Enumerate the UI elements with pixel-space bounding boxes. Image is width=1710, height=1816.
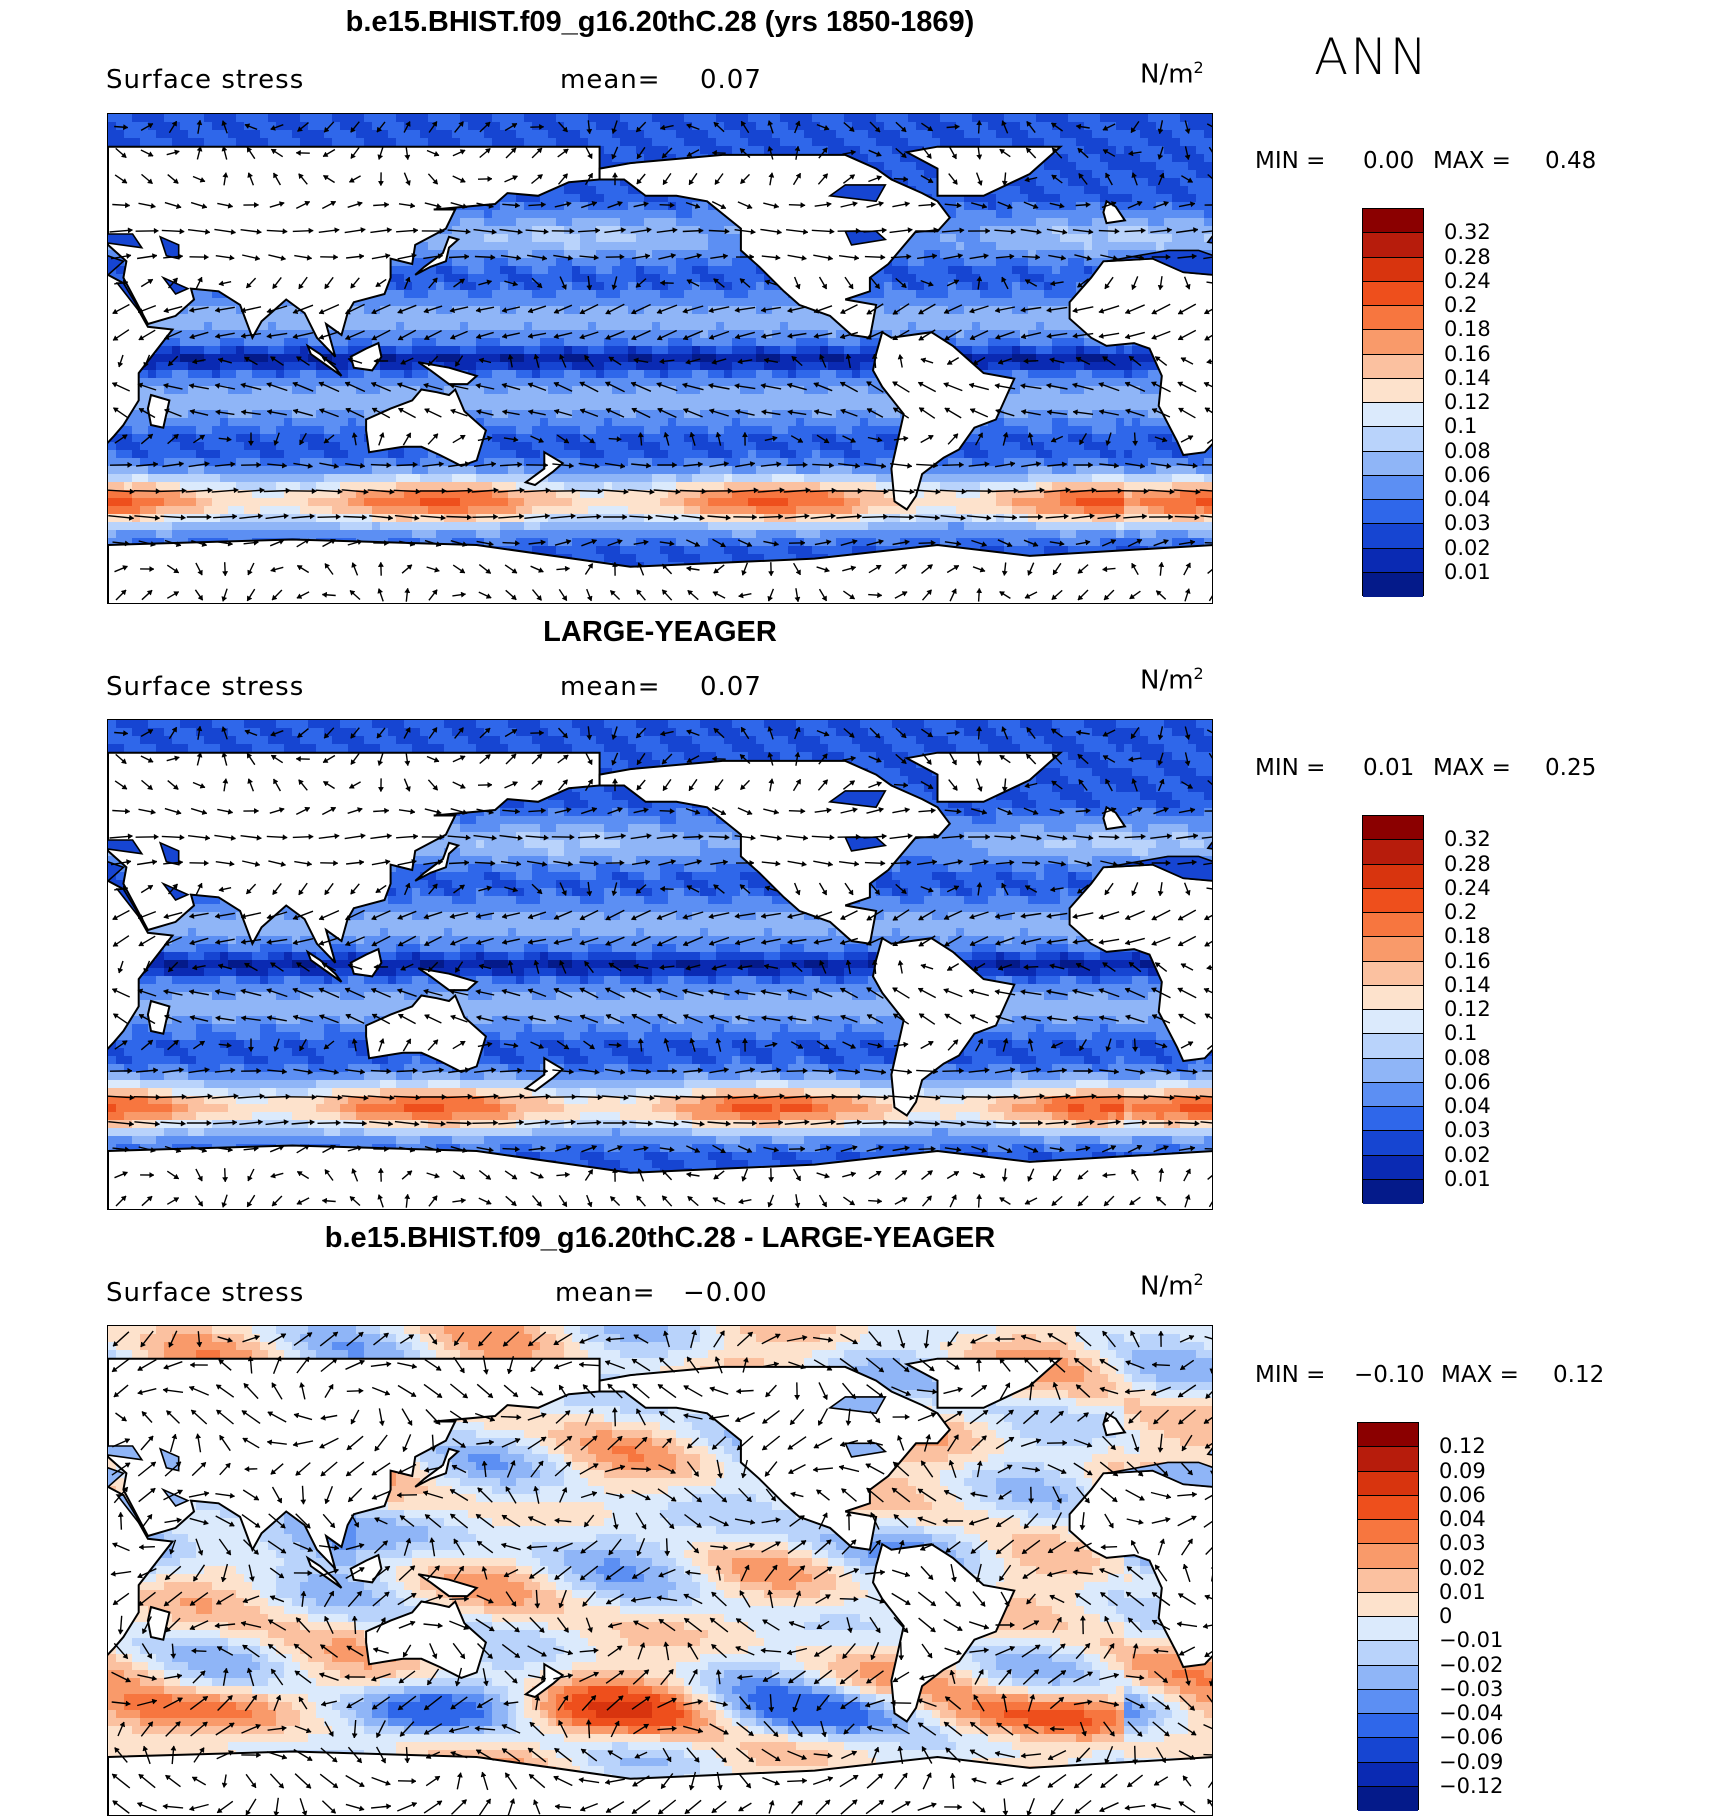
panel-2-min-label: MIN = — [1255, 755, 1325, 781]
panel-2-map — [107, 719, 1213, 1210]
panel-1-min-value: 0.00 — [1363, 148, 1414, 174]
colorbar-swatch — [1363, 355, 1423, 379]
panel-1-min-label: MIN = — [1255, 148, 1325, 174]
panel-3-mean-value: −0.00 — [683, 1278, 768, 1308]
panel-3-title: b.e15.BHIST.f09_g16.20thC.28 - LARGE-YEA… — [325, 1222, 995, 1255]
colorbar-swatch — [1363, 427, 1423, 451]
panel-2-title: LARGE-YEAGER — [543, 616, 777, 649]
map-canvas — [108, 1326, 1213, 1816]
panel-2-mean-value: 0.07 — [700, 672, 762, 702]
season-label: ANN — [1314, 28, 1429, 86]
colorbar-swatch — [1363, 524, 1423, 548]
colorbar-swatch — [1363, 889, 1423, 913]
vector-arrow — [1205, 1149, 1213, 1150]
colorbar-swatch — [1363, 403, 1423, 427]
map-canvas — [108, 114, 1213, 604]
panel-2-variable: Surface stress — [106, 672, 304, 702]
colorbar-swatch — [1363, 1034, 1423, 1058]
colorbar-swatch — [1363, 379, 1423, 403]
colorbar-swatch — [1363, 330, 1423, 354]
panel-2-mean-label: mean= — [560, 672, 661, 702]
vector-arrowhead — [1212, 154, 1213, 159]
map-canvas — [108, 720, 1213, 1210]
colorbar-swatch — [1363, 452, 1423, 476]
colorbar-swatch — [1363, 913, 1423, 937]
colorbar-swatch — [1363, 1107, 1423, 1131]
colorbar-swatch — [1363, 840, 1423, 864]
panel-3-map — [107, 1325, 1213, 1816]
colorbar-swatch — [1363, 306, 1423, 330]
panel-1-colorbar — [1362, 208, 1424, 596]
colorbar-swatch — [1363, 573, 1423, 597]
panel-2-units: N/m2 — [1140, 664, 1204, 696]
vector-arrowhead — [1212, 589, 1213, 594]
colorbar-swatch — [1363, 476, 1423, 500]
panel-1-max-value: 0.48 — [1545, 148, 1596, 174]
colorbar-swatch — [1363, 549, 1423, 573]
colorbar-swatch — [1363, 937, 1423, 961]
panel-2-min-value: 0.01 — [1363, 755, 1414, 781]
panel-1-mean-value: 0.07 — [700, 65, 762, 95]
colorbar-swatch — [1363, 1156, 1423, 1180]
colorbar-swatch — [1363, 986, 1423, 1010]
colorbar-swatch — [1363, 865, 1423, 889]
colorbar-swatch — [1363, 816, 1423, 840]
colorbar-swatch — [1363, 1131, 1423, 1155]
colorbar-swatch — [1363, 500, 1423, 524]
panel-1-title: b.e15.BHIST.f09_g16.20thC.28 (yrs 1850-1… — [346, 6, 975, 39]
colorbar-swatch — [1363, 282, 1423, 306]
colorbar-swatch — [1363, 258, 1423, 282]
panel-1-units: N/m2 — [1140, 58, 1204, 90]
colorbar-swatch — [1363, 233, 1423, 257]
colorbar-swatch — [1363, 209, 1423, 233]
colorbar-swatch — [1363, 1180, 1423, 1204]
colorbar-swatch — [1363, 1010, 1423, 1034]
vector-arrow — [1205, 543, 1213, 544]
panel-3-variable: Surface stress — [106, 1278, 304, 1308]
panel-2-colorbar — [1362, 815, 1424, 1203]
panel-1-max-label: MAX = — [1433, 148, 1511, 174]
colorbar-swatch — [1363, 962, 1423, 986]
panel-2-max-value: 0.25 — [1545, 755, 1596, 781]
vector-arrowhead — [1212, 760, 1213, 765]
panel-1-variable: Surface stress — [106, 65, 304, 95]
panel-2-max-label: MAX = — [1433, 755, 1511, 781]
panel-1-mean-label: mean= — [560, 65, 661, 95]
vector-arrowhead — [1212, 1195, 1213, 1200]
colorbar-swatch — [1363, 1083, 1423, 1107]
panel-1-map — [107, 113, 1213, 604]
panel-3-units: N/m2 — [1140, 1270, 1204, 1302]
panel-3-mean-label: mean= — [555, 1278, 656, 1308]
colorbar-swatch — [1363, 1059, 1423, 1083]
